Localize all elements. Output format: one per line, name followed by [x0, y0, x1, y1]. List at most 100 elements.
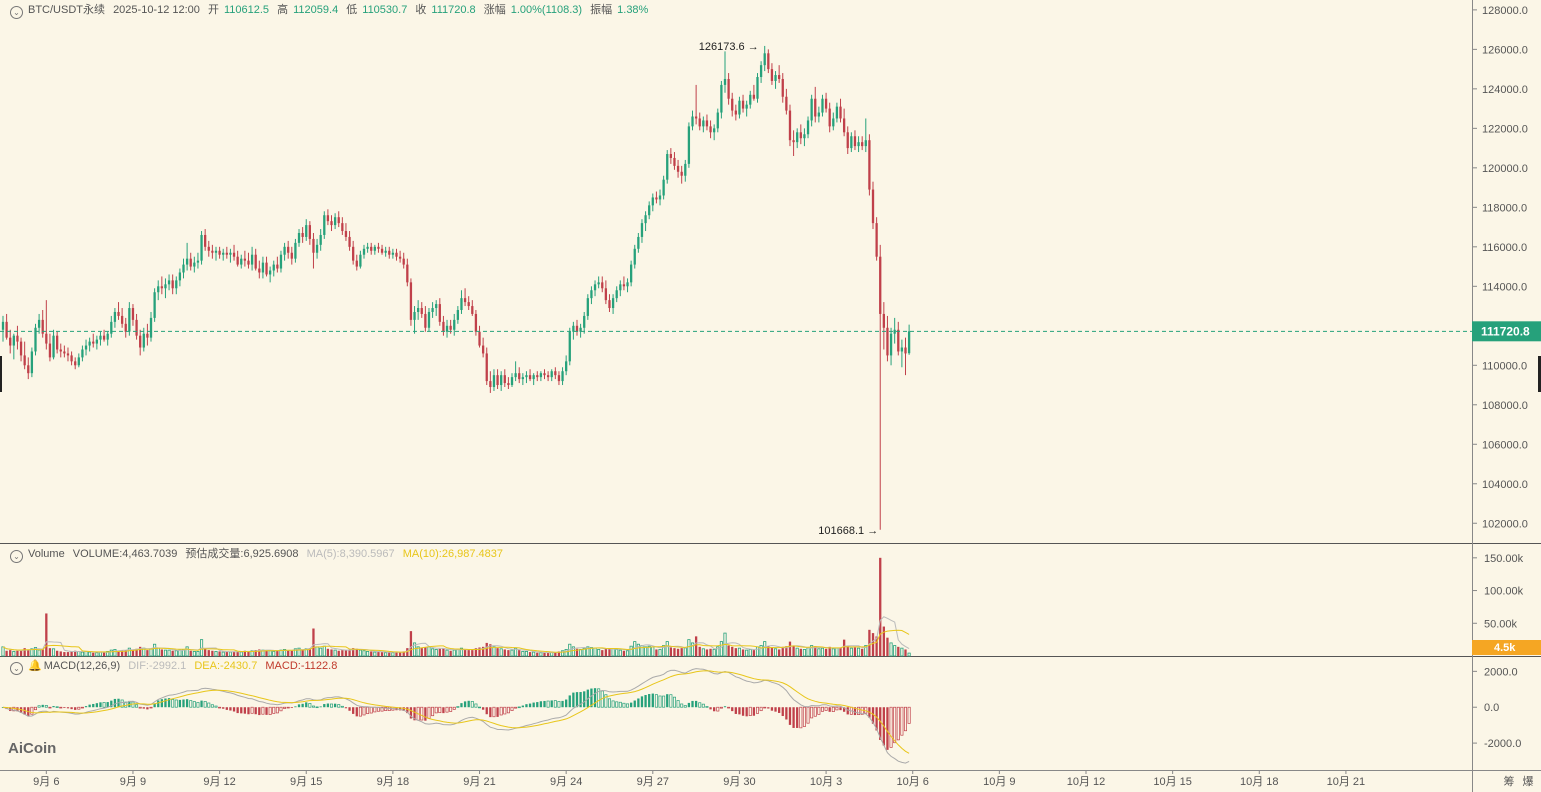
candle-body	[568, 331, 571, 362]
volume-last-tag	[1472, 640, 1541, 655]
collapse-toggle-icon[interactable]: ⌄	[10, 6, 23, 19]
x-tick-label: 9月 9	[120, 776, 146, 788]
volume-bar	[647, 645, 651, 657]
candle-body	[218, 250, 221, 255]
volume-bar	[236, 651, 239, 656]
volume-bar	[727, 645, 730, 656]
macd-histogram-bar	[705, 706, 709, 708]
macd-histogram-bar	[442, 707, 445, 714]
candle-body	[507, 383, 510, 386]
macd-histogram-bar	[460, 703, 463, 708]
candle-body	[687, 126, 691, 164]
volume-bar	[228, 651, 232, 657]
candle-body	[850, 136, 853, 149]
macd-histogram-bar	[33, 706, 37, 711]
macd-histogram-bar	[315, 706, 319, 709]
left-scroll-handle[interactable]	[0, 356, 2, 392]
macd-histogram-bar	[691, 700, 694, 708]
x-tick-label: 9月 15	[290, 776, 322, 788]
collapse-toggle-icon[interactable]: ⌄	[10, 662, 23, 675]
candle-body	[763, 53, 766, 66]
candle-body	[27, 365, 30, 374]
macd-histogram-bar	[250, 706, 254, 714]
macd-histogram-bar	[785, 707, 788, 720]
candle-body	[247, 260, 250, 265]
volume-bar	[272, 651, 276, 657]
candle-body	[139, 335, 142, 348]
candle-body	[456, 310, 460, 320]
candle-body	[124, 323, 127, 332]
macd-histogram-bar	[525, 704, 528, 708]
collapse-toggle-icon[interactable]: ⌄	[10, 550, 23, 563]
volume-bar	[514, 647, 518, 657]
volume-bar	[471, 650, 474, 656]
volume-bar	[579, 649, 583, 657]
candle-body	[799, 132, 802, 139]
macd-histogram-bar	[41, 704, 44, 708]
macd-histogram-bar	[275, 706, 279, 714]
macd-histogram-bar	[77, 706, 81, 710]
candle-body	[442, 321, 445, 332]
macd-histogram-bar	[503, 706, 507, 715]
volume-bar	[287, 650, 290, 656]
candle-body	[503, 375, 506, 384]
candle-body	[149, 317, 153, 338]
bell-icon[interactable]: 🔔	[28, 660, 42, 672]
macd-histogram-bar	[113, 698, 117, 708]
candle-body	[207, 246, 210, 251]
volume-bar	[308, 648, 311, 656]
volume-bar	[19, 650, 23, 656]
candle-body	[312, 238, 315, 253]
macd-histogram-bar	[698, 702, 702, 708]
pair-name: BTC/USDT永续	[28, 4, 105, 16]
right-scroll-handle[interactable]	[1538, 356, 1541, 392]
volume-bar	[662, 645, 666, 657]
candle-body	[323, 215, 326, 235]
volume-bar	[676, 648, 680, 656]
volume-bar	[56, 650, 59, 656]
volume-bar	[853, 647, 857, 656]
macd-histogram-bar	[413, 707, 416, 721]
price-tick-label: 128000.0	[1482, 5, 1528, 17]
candle-body	[117, 311, 120, 316]
price-tick-label: 126000.0	[1482, 44, 1528, 56]
aicoin-logo: AiCoin	[8, 740, 57, 757]
candle-body	[882, 313, 885, 328]
volume-bar	[810, 645, 814, 657]
macd-histogram-bar	[842, 707, 846, 712]
volume-bar	[589, 647, 593, 657]
volume-bar	[904, 649, 907, 656]
macd-histogram-bar	[478, 706, 482, 709]
candle-body	[398, 256, 402, 259]
volume-bar	[543, 652, 546, 656]
volume-bar	[651, 646, 655, 657]
candle-body	[157, 286, 160, 293]
candle-body	[658, 195, 662, 200]
volume-bar	[319, 647, 323, 657]
volume-bar	[459, 647, 464, 657]
volume-bar	[276, 650, 279, 656]
macd-histogram-bar	[52, 706, 55, 708]
candle-body	[879, 256, 882, 314]
candle-body	[864, 140, 867, 147]
candle-body	[333, 217, 337, 226]
macd-histogram-bar	[348, 707, 351, 711]
candle-body	[875, 223, 878, 257]
volume-bar	[539, 652, 543, 657]
volume-bar	[731, 646, 734, 656]
candle-body	[449, 325, 452, 330]
candle-body	[745, 104, 748, 109]
volume-bar	[849, 647, 853, 657]
x-tick-label: 10月 21	[1327, 776, 1366, 788]
close-label: 收	[415, 4, 427, 16]
candle-body	[579, 327, 582, 332]
candle-body	[893, 329, 896, 334]
candle-body	[388, 250, 391, 255]
macd-tick-label: 0.0	[1484, 702, 1499, 714]
macd-histogram-bar	[326, 703, 330, 708]
macd-histogram-bar	[597, 688, 601, 708]
candle-body	[723, 78, 727, 85]
macd-histogram-bar	[474, 703, 478, 708]
candle-body	[377, 246, 380, 249]
